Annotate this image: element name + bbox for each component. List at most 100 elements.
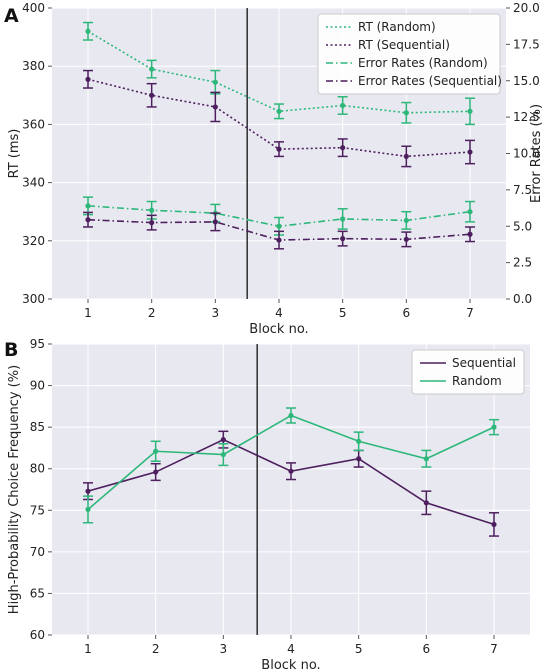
data-point [153, 448, 159, 454]
legend-label: RT (Random) [358, 20, 436, 34]
y-axis-label: High-Probability Choice Frequency (%) [7, 365, 22, 614]
legend: Sequential Random [411, 349, 525, 395]
data-point [403, 110, 409, 116]
x-tick-label: 7 [466, 306, 474, 320]
y-tick-label: 80 [30, 462, 45, 476]
y2-tick-label: 5.0 [513, 219, 532, 233]
data-point [212, 104, 218, 110]
y-axis-label: RT (ms) [7, 129, 22, 179]
data-point [288, 412, 294, 419]
data-point [491, 521, 497, 528]
y-tick-label: 85 [30, 420, 45, 434]
data-point [212, 219, 218, 225]
data-point [467, 149, 473, 155]
data-point [220, 451, 226, 458]
data-point [491, 424, 497, 430]
panel-letter: A [4, 5, 19, 27]
data-point [85, 28, 91, 34]
data-point [356, 456, 362, 462]
y-tick-label: 400 [22, 1, 45, 15]
x-tick-label: 2 [148, 306, 156, 320]
data-point [276, 146, 282, 152]
data-point [403, 153, 409, 160]
data-point [340, 216, 346, 222]
y-tick-label: 75 [30, 503, 45, 517]
data-point [276, 108, 282, 114]
data-point [85, 203, 91, 209]
y2-tick-label: 17.5 [513, 37, 540, 51]
data-point [212, 79, 218, 85]
y-tick-label: 95 [30, 337, 45, 351]
x-tick-label: 7 [490, 642, 498, 656]
legend-label: RT (Sequential) [358, 38, 450, 52]
data-point [276, 223, 282, 229]
y2-tick-label: 7.5 [513, 183, 532, 197]
panel-a: 300 320 340 360 380 400 1 2 3 4 5 6 7 0.0 2.5 5.0 7.5 10.… [4, 1, 544, 337]
series-random [83, 407, 499, 524]
y2-axis-label: Error Rates (%) [529, 104, 544, 203]
panel-letter: B [4, 339, 18, 361]
data-point [423, 456, 429, 462]
y2-tick-label: 15.0 [513, 74, 540, 88]
data-point [356, 438, 362, 444]
data-point [149, 92, 155, 98]
y-tick-label: 320 [22, 234, 45, 248]
y2-tick-label: 20.0 [513, 1, 540, 15]
x-tick-label: 4 [287, 642, 295, 656]
x-tick-label: 6 [403, 306, 411, 320]
data-point [149, 207, 155, 213]
y2-tick-label: 10.0 [513, 147, 540, 161]
x-tick-label: 1 [84, 306, 92, 320]
data-point [85, 217, 91, 223]
series-rt-random [83, 21, 475, 126]
y-tick-label: 340 [22, 176, 45, 190]
data-point [149, 220, 155, 226]
legend-label: Error Rates (Random) [358, 56, 488, 70]
legend-label: Random [452, 374, 502, 388]
data-point [149, 66, 155, 72]
data-point [153, 469, 159, 475]
legend-box [411, 349, 525, 395]
legend: RT (Random) RT (Sequential) Error Rates (R… [317, 13, 502, 95]
y-tick-label: 90 [30, 379, 45, 393]
x-tick-label: 3 [212, 306, 220, 320]
series-error-rates-sequential [83, 211, 475, 250]
data-point [423, 500, 429, 506]
y-tick-label: 65 [30, 586, 45, 600]
x-tick-label: 3 [220, 642, 228, 656]
data-point [220, 437, 226, 443]
data-point [85, 76, 91, 82]
data-point [276, 237, 282, 243]
x-tick-label: 5 [355, 642, 363, 656]
data-point [85, 488, 91, 494]
data-point [467, 209, 473, 215]
series-sequential [83, 430, 499, 537]
x-tick-label: 6 [423, 642, 431, 656]
data-point [288, 468, 294, 474]
x-tick-label: 2 [152, 642, 160, 656]
legend-label: Error Rates (Sequential) [358, 74, 502, 88]
data-point [403, 217, 409, 224]
series-rt-sequential [83, 69, 475, 168]
data-point [467, 108, 473, 114]
legend-box [317, 13, 501, 95]
y-tick-label: 70 [30, 545, 45, 559]
panel-b: 60 65 70 75 80 85 90 95 1 2 3 4 5 6 7 Sequential Random B… [4, 337, 530, 671]
y-tick-label: 300 [22, 292, 45, 306]
data-point [403, 236, 409, 242]
data-point [340, 102, 346, 109]
legend-label: Sequential [452, 356, 516, 370]
x-axis-label: Block no. [249, 322, 308, 337]
y-tick-label: 360 [22, 117, 45, 131]
data-point [467, 231, 473, 237]
y-tick-label: 380 [22, 59, 45, 73]
y2-tick-label: 12.5 [513, 110, 540, 124]
x-tick-label: 5 [339, 306, 347, 320]
data-point [85, 506, 91, 513]
x-tick-label: 1 [84, 642, 92, 656]
y2-tick-label: 2.5 [513, 256, 532, 270]
y-tick-label: 60 [30, 628, 45, 642]
data-point [340, 236, 346, 242]
y2-tick-label: 0.0 [513, 292, 532, 306]
